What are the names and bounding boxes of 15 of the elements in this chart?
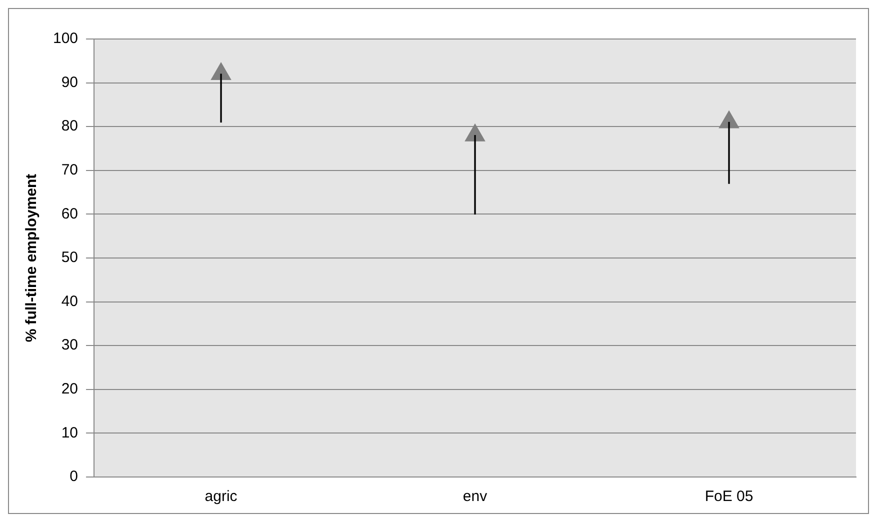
x-tick-label: agric	[204, 488, 238, 506]
y-tick-label: 0	[70, 468, 78, 486]
y-tick-label: 30	[61, 336, 78, 354]
y-tick-label: 40	[61, 292, 78, 310]
x-tick-label: FoE 05	[704, 488, 754, 506]
y-tick-label: 90	[61, 74, 78, 91]
y-tick-label: 50	[61, 249, 78, 266]
y-tick-label: 80	[61, 118, 78, 135]
y-tick-label: 20	[61, 380, 78, 398]
y-tick-label: 10	[61, 424, 78, 442]
y-tick-label: 70	[61, 162, 78, 179]
x-tick-label: env	[462, 488, 488, 506]
y-tick-label: 100	[52, 30, 78, 48]
y-axis-title: % full-time employment	[23, 174, 40, 342]
y-tick-label: 60	[61, 205, 78, 222]
